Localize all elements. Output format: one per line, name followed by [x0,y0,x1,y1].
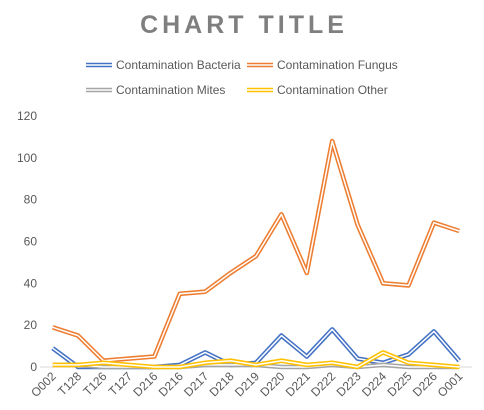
x-tick-label-d226: D226 [410,369,440,399]
y-tick-label-20: 20 [24,318,38,332]
y-tick-label-40: 40 [24,276,38,290]
legend-entry-contamination-bacteria: Contamination Bacteria [86,58,241,72]
legend: Contamination Bacteria Contamination Fung… [86,58,398,97]
x-tick-label-d218: D218 [207,369,237,399]
x-tick-label-d223: D223 [334,369,364,399]
legend-label: Contamination Fungus [277,58,398,72]
series-line-gap-contamination-fungus [52,140,460,362]
x-tick-label-o001: O001 [435,369,466,400]
x-tick-label-t128: T128 [55,369,84,398]
x-tick-label-d221: D221 [283,369,313,399]
series-contamination-other [52,350,460,370]
x-tick-label-d224: D224 [359,369,389,399]
legend-label: Contamination Other [277,83,388,97]
y-tick-label-60: 60 [24,235,38,249]
x-tick-label-d217: D217 [181,369,211,399]
y-tick-label-0: 0 [30,360,37,374]
series-contamination-fungus [51,138,461,363]
x-tick-label-t126: T126 [80,369,109,398]
legend-label: Contamination Mites [116,83,225,97]
y-tick-label-100: 100 [17,151,37,165]
y-tick-label-80: 80 [24,193,38,207]
series-line-gap-contamination-other [52,351,460,368]
x-tick-label-d225: D225 [384,369,414,399]
legend-label: Contamination Bacteria [116,58,241,72]
x-tick-label-d219: D219 [232,369,262,399]
chart-title: CHART TITLE [140,11,348,39]
x-tick-label-t127: T127 [106,369,135,398]
x-tick-label-d216: D216 [130,369,160,399]
plot-series [51,138,462,370]
legend-entry-contamination-other: Contamination Other [247,83,388,97]
series-line-contamination-fungus [51,138,461,363]
x-tick-label-d220: D220 [257,369,287,399]
y-tick-label-120: 120 [17,109,37,123]
legend-entry-contamination-mites: Contamination Mites [86,83,225,97]
legend-entry-contamination-fungus: Contamination Fungus [247,58,398,72]
x-tick-label-d216: D216 [156,369,186,399]
x-tick-label-d222: D222 [308,369,338,399]
